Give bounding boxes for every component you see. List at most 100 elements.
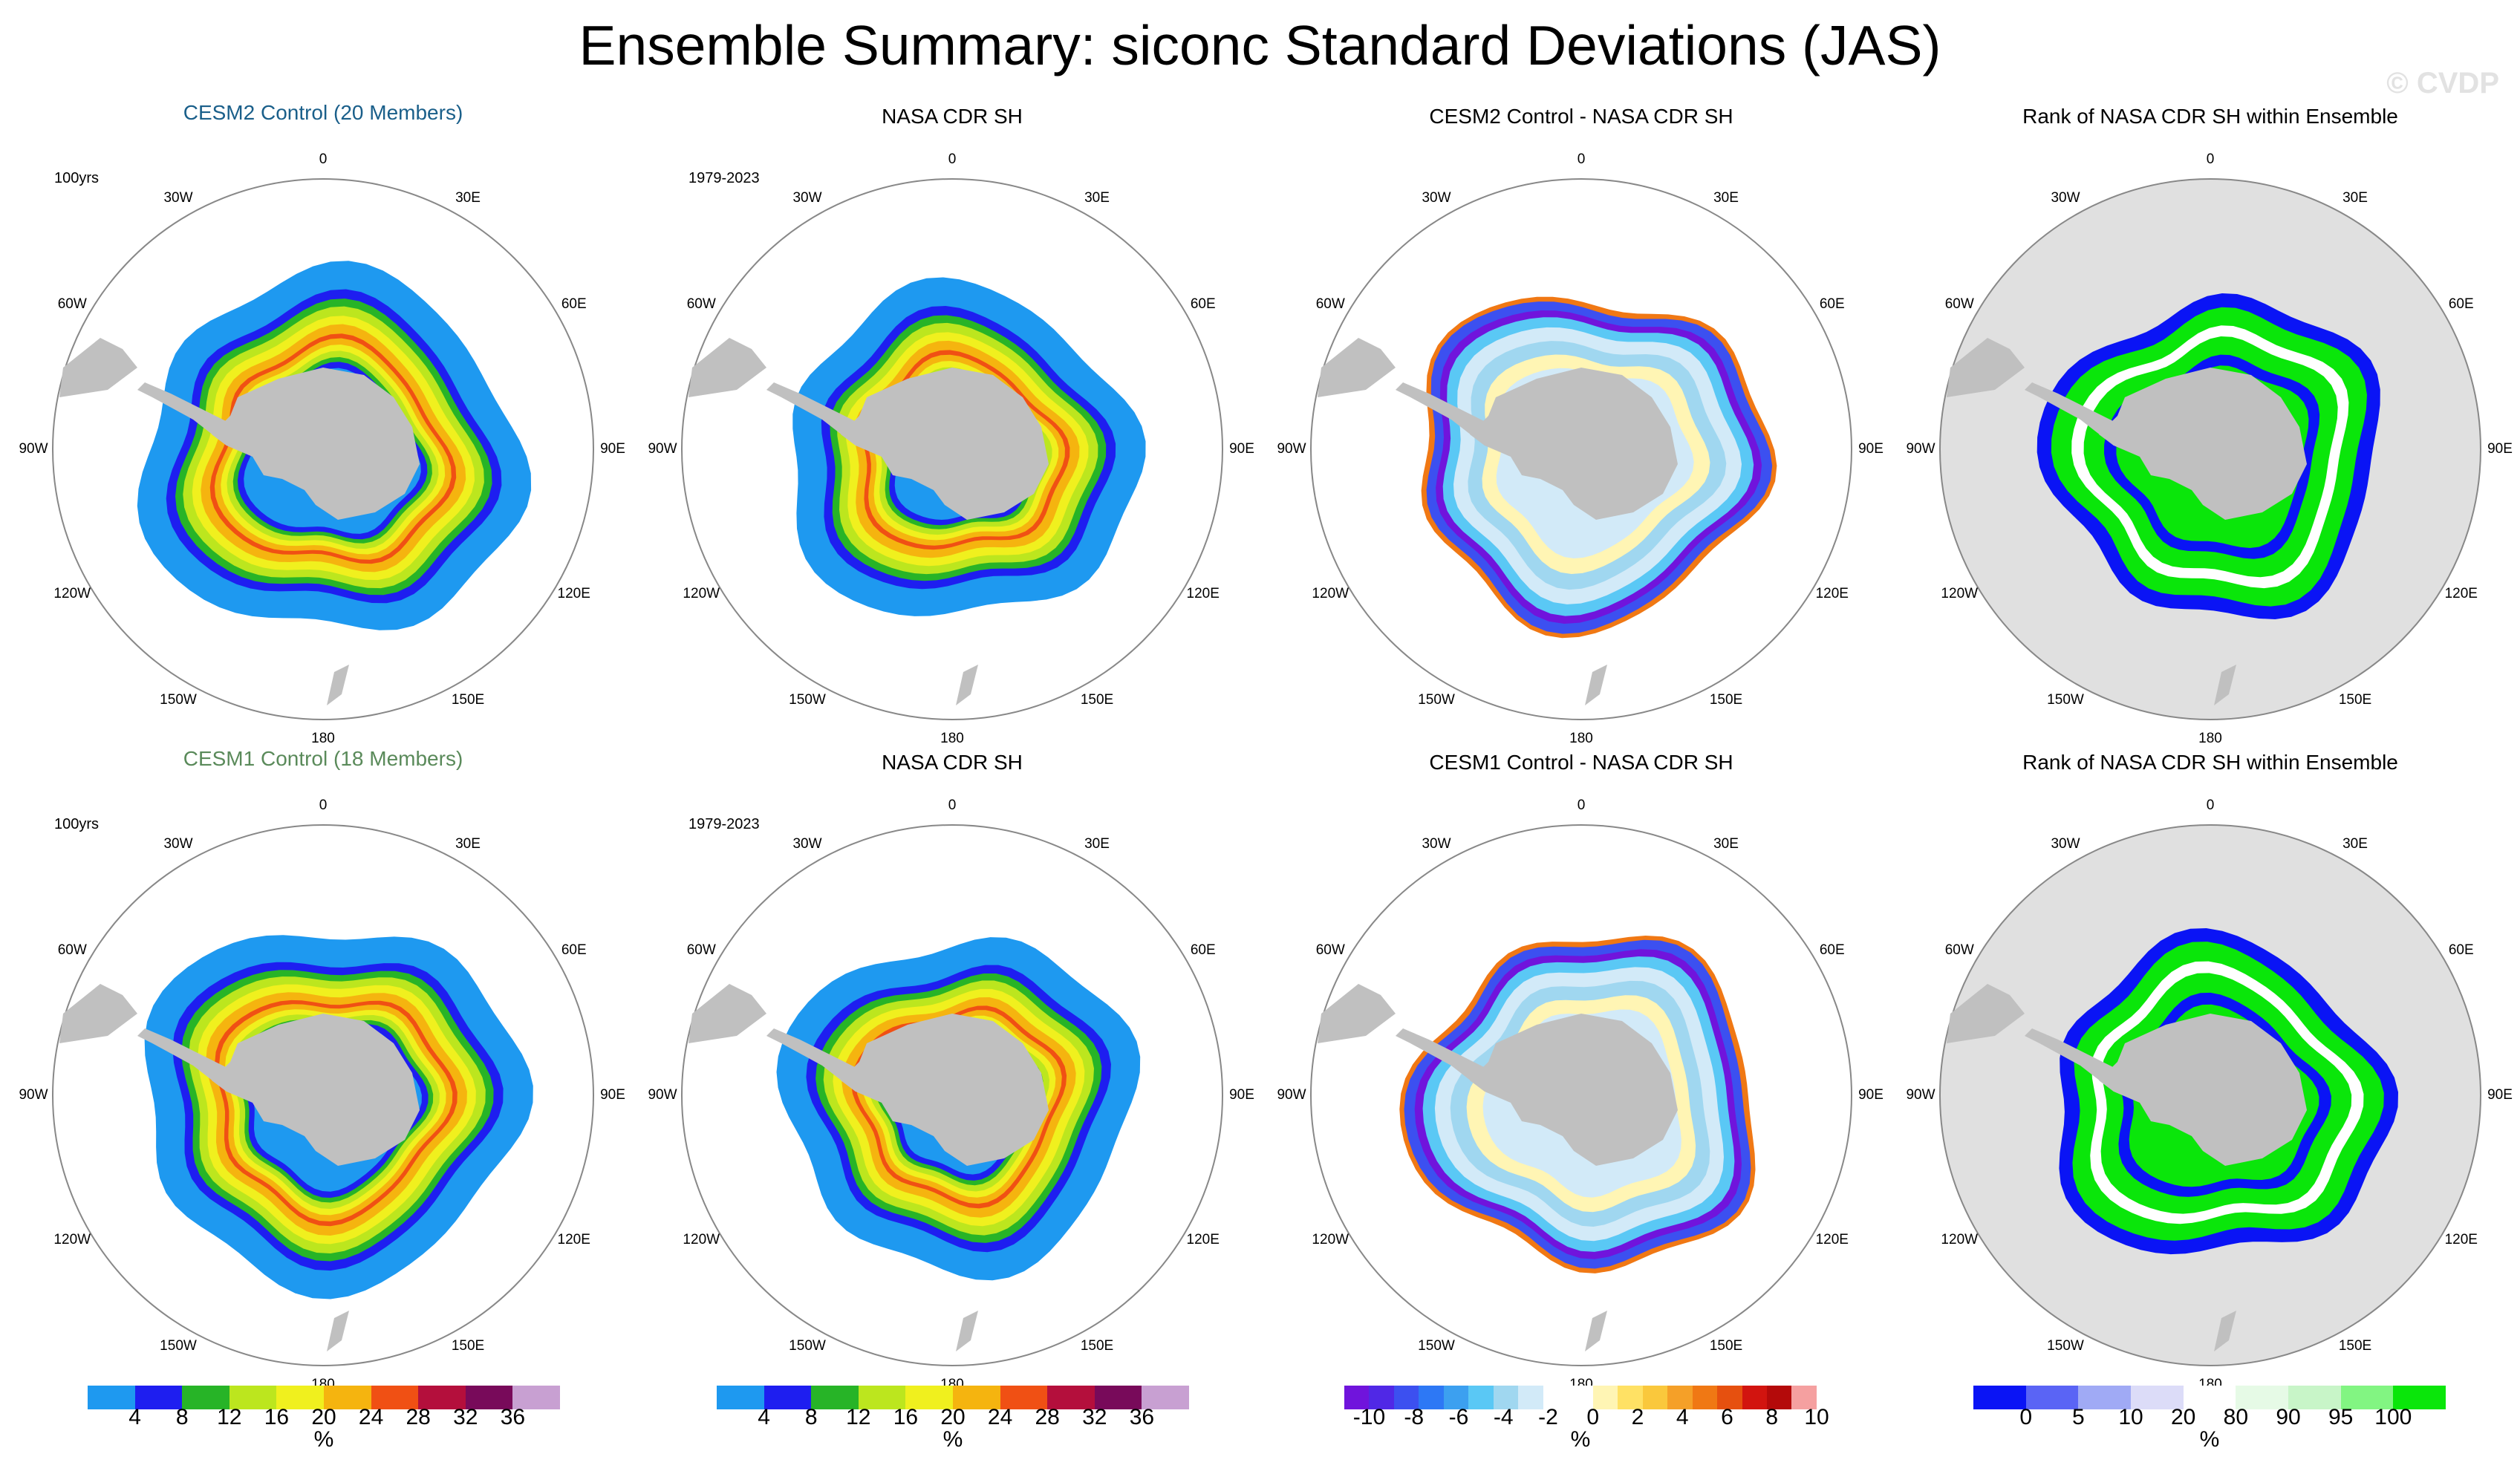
colorbar-tick-label: 90 [2276,1405,2301,1429]
colorbar-swatch [1717,1386,1742,1409]
longitude-label: 30E [455,836,481,852]
longitude-label: 30E [455,190,481,206]
colorbar-tick-label: 10 [1804,1405,1829,1429]
longitude-label: 0 [319,798,328,813]
colorbar-swatch [2340,1386,2394,1409]
longitude-label: 30W [163,836,193,852]
panel-title: CESM2 Control - NASA CDR SH [1429,105,1733,128]
colorbar [717,1386,1189,1409]
longitude-label: 150W [789,691,826,708]
longitude-label: 90W [648,441,677,457]
longitude-label: 60W [1944,942,1974,958]
colorbar-swatch [323,1386,371,1409]
longitude-label: 150W [2047,1337,2084,1354]
longitude-label: 30W [2051,190,2080,206]
longitude-label: 180 [311,731,335,746]
colorbar-swatch [512,1386,560,1409]
longitude-label: 120W [683,586,720,601]
cvdp-watermark: © CVDP [2386,67,2499,100]
longitude-label: 120W [1941,586,1979,601]
longitude-label: 120E [2444,1232,2478,1247]
colorbar-swatch [2183,1386,2236,1409]
colorbar-swatch [717,1386,764,1409]
colorbar-swatch [1493,1386,1519,1409]
longitude-label: 90W [648,1087,677,1103]
colorbar-tick-label: 95 [2328,1405,2354,1429]
longitude-label: 30W [792,836,822,852]
longitude-label: 120E [557,586,590,601]
colorbar-swatch [229,1386,277,1409]
longitude-label: 60W [57,942,87,958]
colorbar-swatch [1742,1386,1767,1409]
antarctic-peninsula [2025,382,2117,446]
longitude-label: 90E [1229,1087,1254,1103]
longitude-label: 150W [1418,691,1455,708]
longitude-label: 30W [792,190,822,206]
longitude-label: 30E [1084,190,1110,206]
new-zealand [327,665,349,705]
polar-map [52,824,594,1366]
longitude-label: 150W [789,1337,826,1354]
antarctic-peninsula [2025,1028,2117,1092]
polar-map [1939,824,2481,1366]
longitude-label: 90E [600,441,625,457]
colorbar-tick-label: 16 [264,1405,290,1429]
longitude-label: 60E [1819,942,1845,958]
longitude-label: 0 [2206,151,2215,167]
longitude-label: 150E [451,691,485,708]
antarctica-landmass [2099,368,2307,520]
polar-map [1939,178,2481,720]
polar-map [1310,178,1852,720]
longitude-label: 120E [2444,586,2478,601]
colorbar-tick-label: 36 [500,1405,526,1429]
colorbar-tick-label: 8 [804,1405,818,1429]
new-zealand [2214,1311,2236,1351]
colorbar-swatch [1518,1386,1543,1409]
south-america-tip [1318,984,1396,1043]
colorbar-tick-label: 0 [1586,1405,1600,1429]
colorbar-swatch [1543,1386,1569,1409]
colorbar-tick-label: -4 [1493,1405,1514,1429]
longitude-label: 120W [1312,1232,1349,1247]
antarctic-peninsula [137,382,230,446]
colorbar-tick-label: 36 [1129,1405,1155,1429]
longitude-label: 150E [1709,691,1743,708]
longitude-label: 120E [1815,1232,1849,1247]
panel-title: CESM1 Control (18 Members) [183,747,463,770]
longitude-label: 120W [1941,1232,1979,1247]
colorbar-tick-label: -2 [1538,1405,1558,1429]
longitude-label: 120E [557,1232,590,1247]
longitude-label: 90E [2487,441,2513,457]
colorbar-tick-label: 4 [758,1405,770,1429]
polar-map [52,178,594,720]
longitude-label: 60E [1190,296,1216,312]
antarctic-peninsula [766,1028,859,1092]
period-label: 100yrs [54,816,100,832]
colorbar-swatch [134,1386,183,1409]
longitude-label: 150E [2338,1337,2372,1354]
longitude-label: 120W [53,1232,91,1247]
colorbar-tick-label: 0 [2019,1405,2032,1429]
longitude-label: 90E [1858,1087,1884,1103]
colorbar-tick-label: 12 [846,1405,871,1429]
colorbar-tick-label: 16 [893,1405,919,1429]
longitude-label: 90W [19,1087,48,1103]
colorbar-swatch [1468,1386,1494,1409]
colorbar-swatch [88,1386,135,1409]
colorbar-swatch [1791,1386,1817,1409]
longitude-label: 30W [163,190,193,206]
colorbar-tick-label: 100 [2374,1405,2412,1429]
longitude-label: 60W [1315,296,1345,312]
longitude-label: 60W [686,942,716,958]
longitude-label: 0 [1577,798,1586,813]
longitude-label: 150E [1709,1337,1743,1354]
colorbar-tick-label: 4 [1676,1405,1689,1429]
longitude-label: 180 [1569,731,1593,746]
longitude-label: 150E [1080,691,1114,708]
longitude-label: 60W [1315,942,1345,958]
antarctica-landmass [1470,368,1678,520]
longitude-label: 150E [1080,1337,1114,1354]
colorbar-swatch [1592,1386,1618,1409]
longitude-label: 180 [940,731,964,746]
colorbar-swatch [1973,1386,2026,1409]
